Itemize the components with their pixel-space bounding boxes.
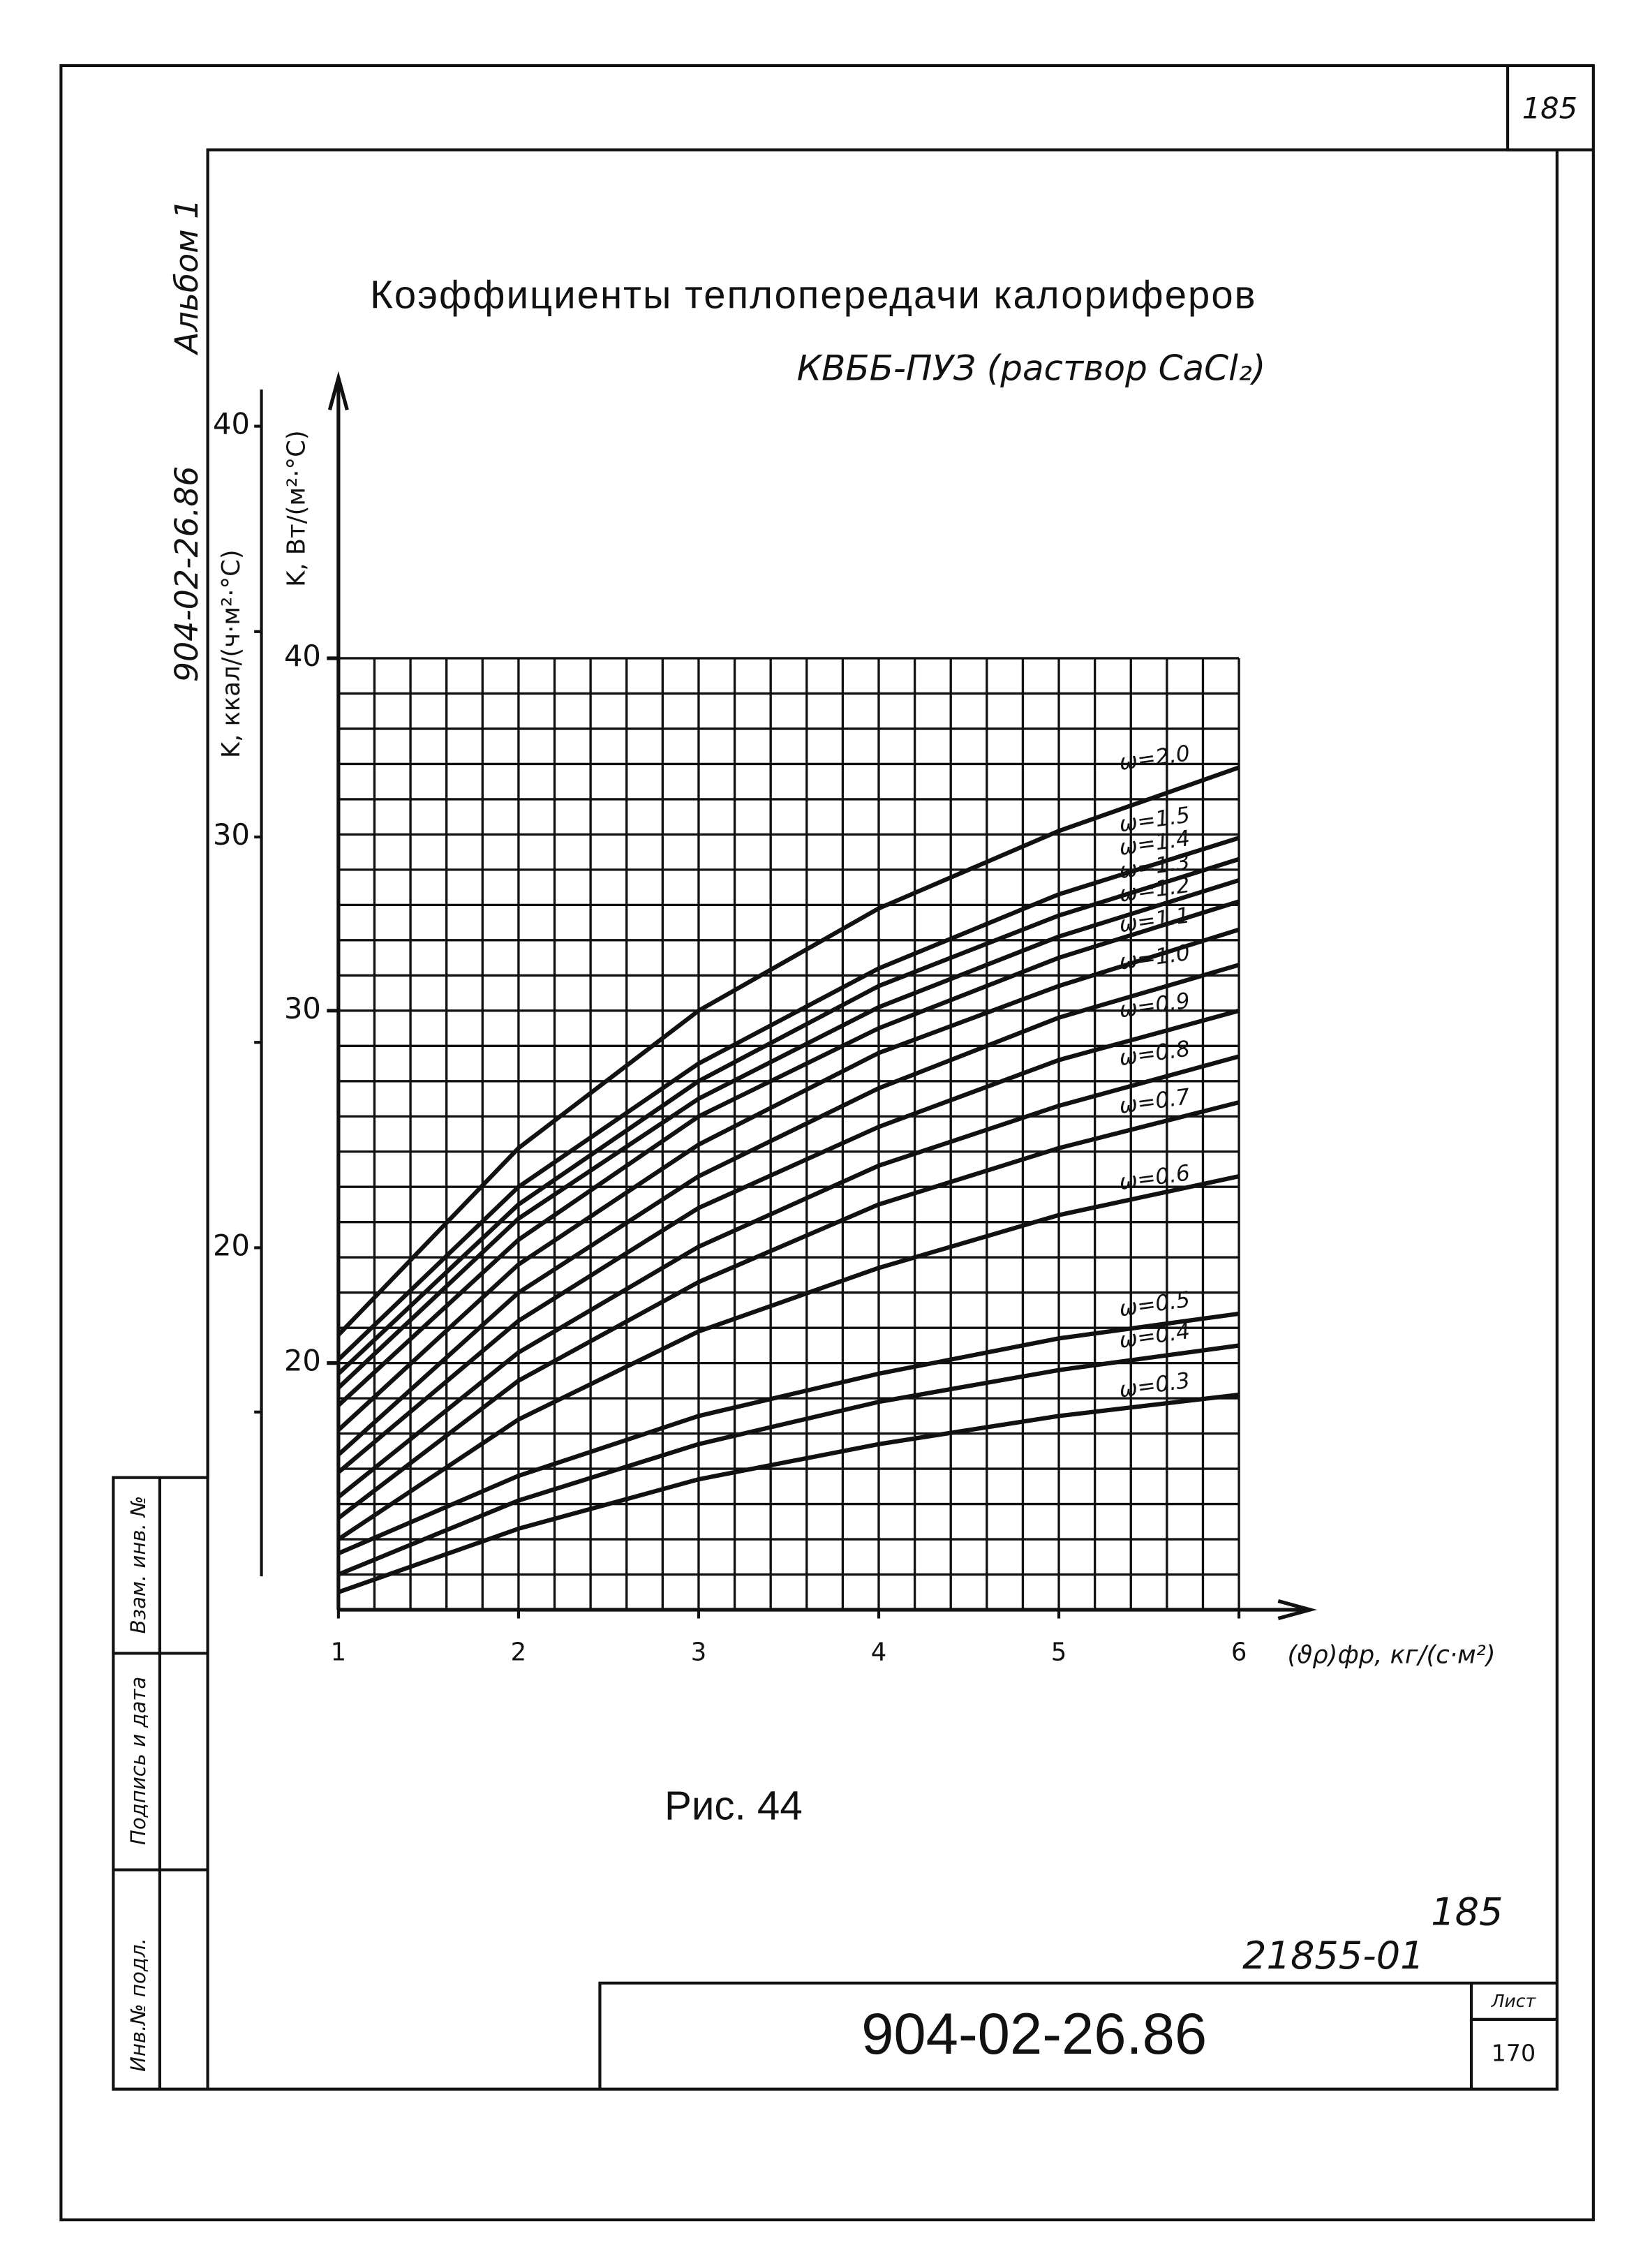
margin-stamp-cell: Инв.№ подл.	[126, 1938, 150, 2072]
y-tick-label: 30	[284, 991, 321, 1025]
margin-stamp-lines	[113, 1477, 208, 2089]
curve	[337, 1311, 1240, 1556]
curve	[336, 1008, 1240, 1474]
curve	[336, 899, 1240, 1407]
curve	[336, 963, 1240, 1457]
x-tick-label: 1	[331, 1638, 346, 1666]
x-tick-label: 3	[691, 1638, 707, 1666]
curve	[336, 1100, 1240, 1520]
figure-caption: Рис. 44	[664, 1784, 803, 1829]
chart-subtitle: КВББ-ПУЗ (раствор CaCl₂)	[797, 348, 1266, 388]
curve	[336, 927, 1240, 1432]
curve	[337, 1343, 1240, 1577]
curve	[336, 877, 1240, 1390]
y2-tick-label: 30	[213, 817, 250, 852]
sheet-number: 170	[1492, 2039, 1536, 2066]
y-tick-label: 20	[284, 1344, 321, 1378]
album-label: Альбом 1	[168, 199, 205, 356]
order-number: 21855-01	[1242, 1934, 1424, 1978]
curve	[336, 836, 1240, 1361]
x-axis-label: (ϑρ)фр, кг/(с·м²)	[1288, 1641, 1496, 1670]
y-tick-label: 40	[284, 639, 321, 673]
y2-tick-label: 40	[213, 407, 250, 441]
chart-title: Коэффициенты теплопередачи калориферов	[370, 273, 1256, 317]
side-code: 904-02-26.86	[168, 466, 205, 682]
curve	[337, 1174, 1240, 1541]
x-tick-label: 6	[1231, 1638, 1247, 1666]
page-number: 185	[1522, 91, 1577, 125]
y-axis-label: K, Вт/(м²·°С)	[283, 430, 311, 586]
curve	[336, 1054, 1240, 1499]
curve	[336, 857, 1240, 1376]
plot: 1 2 3 4 5 6203040203040ω=2.0ω=1.5ω=1.4ω=1.3ω=…	[213, 407, 1247, 1667]
stamp-code: 904-02-26.86	[861, 2001, 1207, 2066]
title-block	[598, 1981, 1557, 2089]
outer-frame	[59, 64, 1595, 2222]
curve	[336, 765, 1240, 1337]
x-tick-label: 4	[871, 1638, 887, 1666]
handwritten-number: 185	[1431, 1890, 1503, 1934]
page-number-box	[1506, 65, 1593, 151]
curve	[337, 1392, 1240, 1594]
margin-stamp-cell: Подпись и дата	[126, 1677, 150, 1845]
y2-tick-label: 20	[213, 1228, 250, 1262]
x-tick-label: 5	[1051, 1638, 1067, 1666]
margin-stamp-cell: Взам. инв. №	[126, 1496, 150, 1634]
y2-axis-label: K, ккал/(ч·м²·°С)	[217, 549, 246, 758]
sheet-label: Лист	[1491, 1991, 1537, 2011]
x-tick-label: 2	[511, 1638, 527, 1666]
